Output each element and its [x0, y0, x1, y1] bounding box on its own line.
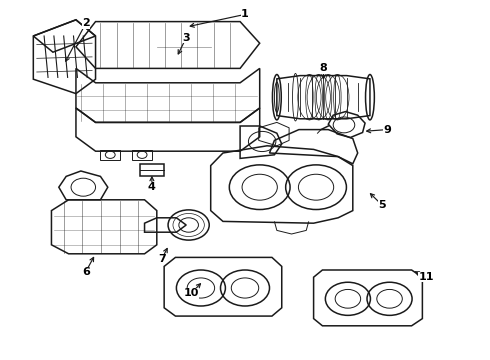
Text: 6: 6 — [82, 267, 90, 277]
Text: 1: 1 — [241, 9, 249, 19]
Text: 5: 5 — [378, 200, 386, 210]
Text: 10: 10 — [183, 288, 199, 298]
Text: 4: 4 — [148, 182, 156, 192]
Text: 2: 2 — [82, 18, 90, 28]
Text: 8: 8 — [319, 63, 327, 73]
Text: 3: 3 — [182, 33, 190, 43]
Text: 7: 7 — [158, 254, 166, 264]
Text: 11: 11 — [418, 272, 434, 282]
Text: 9: 9 — [383, 125, 391, 135]
